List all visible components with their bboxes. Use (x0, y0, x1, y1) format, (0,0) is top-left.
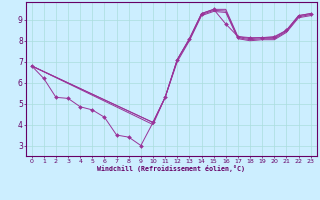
X-axis label: Windchill (Refroidissement éolien,°C): Windchill (Refroidissement éolien,°C) (97, 165, 245, 172)
